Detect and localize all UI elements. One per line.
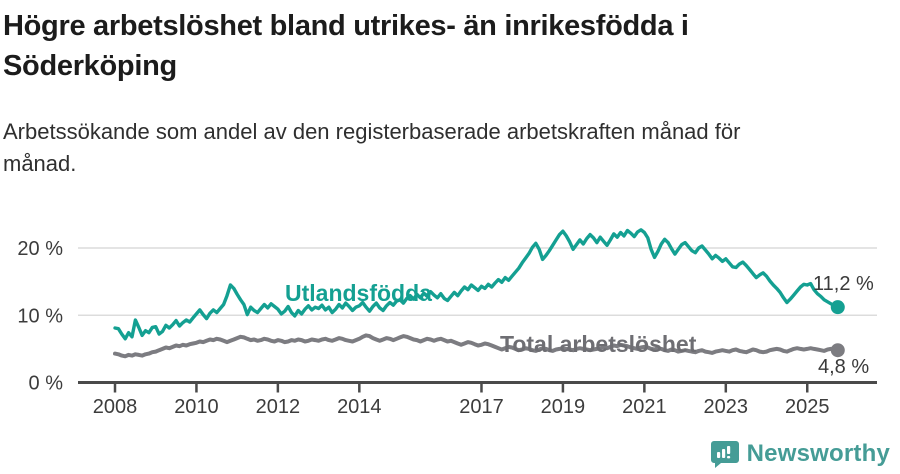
series-end-dot-utlandsfodda — [830, 300, 845, 315]
x-tick-label: 2014 — [337, 396, 382, 418]
x-tick-label: 2021 — [622, 396, 667, 418]
series-line-utlandsfodda — [113, 228, 840, 341]
y-tick-label: 10 % — [17, 305, 63, 327]
y-tick-label: 20 % — [17, 238, 63, 260]
end-value-label-total: 4,8 % — [818, 356, 870, 378]
x-tick-label: 2012 — [256, 396, 301, 418]
x-tick-label: 2025 — [785, 396, 830, 418]
x-tick-label: 2017 — [459, 396, 504, 418]
x-tick-label: 2010 — [174, 396, 219, 418]
y-tick-label: 0 % — [29, 373, 64, 395]
series-label-utlandsfodda: Utlandsfödda — [285, 280, 432, 306]
series-line-total — [113, 333, 840, 359]
newsworthy-icon — [710, 440, 739, 468]
end-value-label-utlandsfodda: 11,2 % — [813, 273, 874, 295]
chart-subtitle: Arbetssökande som andel av den registerb… — [3, 119, 741, 176]
series-label-total-arbetsloshet: Total arbetslöshet — [500, 331, 697, 357]
x-tick-label: 2023 — [704, 396, 749, 418]
x-tick-label: 2019 — [541, 396, 586, 418]
x-tick-label: 2008 — [93, 396, 138, 418]
series-end-dot-total — [830, 343, 845, 358]
newsworthy-wordmark: Newsworthy — [746, 440, 890, 467]
chart-title: Högre arbetslöshet bland utrikes- än inr… — [3, 10, 689, 82]
newsworthy-logo[interactable]: Newsworthy — [710, 440, 890, 468]
